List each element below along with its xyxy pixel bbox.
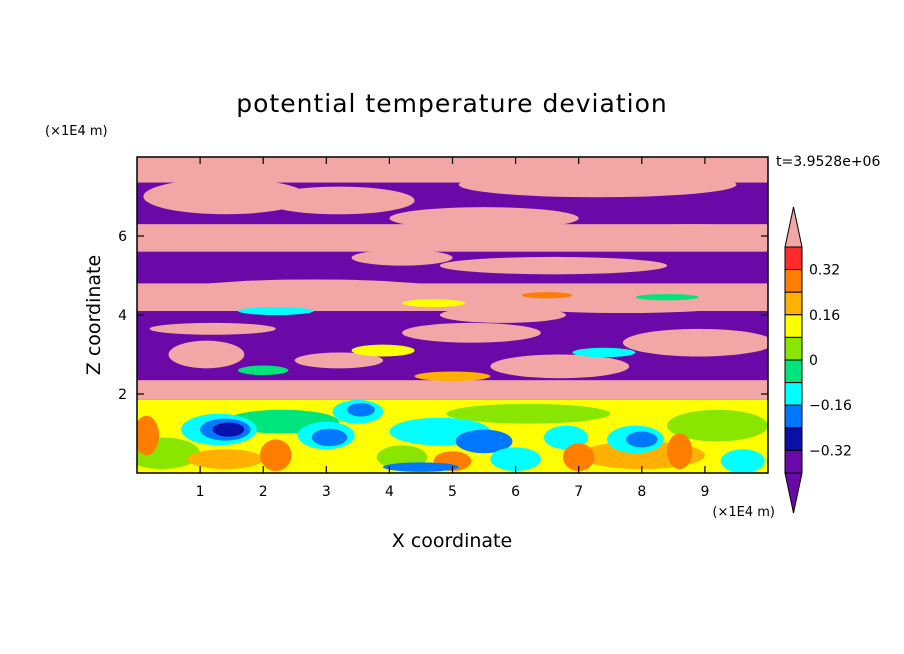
field-blob-12 — [622, 328, 768, 357]
field-blob-1 — [263, 186, 415, 215]
field-blob-33 — [212, 422, 245, 437]
x-tick-label: 4 — [385, 484, 394, 500]
colorbar-tick-label: 0 — [809, 353, 818, 369]
y-tick-label: 4 — [118, 308, 127, 324]
chart-title: potential temperature deviation — [236, 89, 667, 118]
field-blob-39 — [543, 425, 589, 450]
x-axis-label: X coordinate — [392, 530, 512, 552]
field-blob-7 — [174, 279, 453, 304]
colorbar-segment — [784, 382, 803, 406]
colorbar-segment — [784, 291, 803, 316]
colorbar-segment — [784, 427, 803, 451]
x-tick-label: 9 — [700, 484, 709, 500]
field-blob-47 — [137, 415, 160, 456]
x-tick-label: 6 — [511, 484, 520, 500]
y-axis-ticks: 2 4 6 — [118, 229, 768, 403]
field-blob-41 — [626, 431, 658, 448]
colorbar-tick-label: 0.32 — [809, 263, 840, 279]
field-blob-38 — [455, 429, 513, 454]
colorbar-segment — [784, 404, 803, 429]
field-blob-46 — [562, 443, 595, 472]
colorbar-tick-label: 0.16 — [809, 308, 840, 324]
x-axis-unit: (×1E4 m) — [712, 505, 775, 520]
field-blob-15 — [294, 352, 384, 369]
field-blob-3 — [389, 207, 579, 230]
field-blob-13 — [168, 340, 245, 369]
field-blob-18 — [521, 292, 573, 299]
field-blob-0 — [143, 178, 308, 215]
field-blob-35 — [311, 428, 348, 447]
field-blob-17 — [402, 299, 466, 308]
field-blob-2 — [458, 172, 737, 198]
field-blob-14 — [490, 354, 630, 379]
field-blob-30 — [187, 449, 264, 470]
field-blob-6 — [351, 249, 453, 266]
x-tick-label: 1 — [196, 484, 205, 500]
y-tick-label: 2 — [118, 387, 127, 403]
field-blob-45 — [667, 433, 693, 470]
field-blob-19 — [635, 294, 699, 301]
field-blob-4 — [603, 224, 768, 248]
plot-area — [137, 157, 768, 473]
x-tick-label: 7 — [574, 484, 583, 500]
field-band-5 — [137, 311, 768, 333]
field-blob-48 — [490, 447, 541, 472]
field-blob-5 — [439, 256, 668, 275]
field-blob-10 — [149, 322, 276, 335]
x-tick-label: 2 — [259, 484, 268, 500]
field-blob-49 — [383, 462, 459, 472]
time-label: t=3.9528e+06 — [776, 154, 880, 170]
field-blob-16 — [237, 307, 314, 315]
field-band-7 — [137, 380, 768, 400]
field-blob-21 — [572, 347, 636, 358]
field-blob-50 — [720, 449, 765, 473]
field-blob-23 — [414, 371, 491, 381]
colorbar-tick-label: −0.32 — [809, 443, 852, 459]
field-blob-9 — [439, 307, 567, 323]
y-axis-label: Z coordinate — [83, 255, 105, 375]
x-axis-ticks: 1 2 3 4 5 6 7 8 9 — [196, 157, 709, 500]
field-blob-22 — [237, 365, 289, 376]
colorbar-extend-bottom — [784, 472, 803, 514]
colorbar-tick-label: −0.16 — [809, 398, 852, 414]
colorbar-segment — [784, 449, 803, 474]
colorbar-segment — [784, 359, 803, 384]
field-blob-27 — [667, 409, 768, 442]
colorbar-segment — [784, 246, 803, 271]
field-blob-11 — [402, 322, 541, 343]
colorbar-extend-top — [784, 206, 803, 248]
field-blob-24 — [446, 403, 611, 424]
field-blob-37 — [347, 403, 375, 417]
x-tick-label: 3 — [322, 484, 331, 500]
colorbar-segment — [784, 336, 803, 361]
colorbar-segment — [784, 314, 803, 338]
field-blob-44 — [260, 439, 292, 472]
y-axis-unit: (×1E4 m) — [45, 124, 108, 139]
x-tick-label: 8 — [637, 484, 646, 500]
colorbar: 0.32 0.16 0 −0.16 −0.32 — [784, 206, 852, 514]
field-blob-29 — [137, 437, 201, 470]
y-tick-label: 6 — [118, 229, 127, 245]
field-blob-20 — [351, 344, 415, 357]
colorbar-segment — [784, 269, 803, 293]
x-tick-label: 5 — [448, 484, 457, 500]
